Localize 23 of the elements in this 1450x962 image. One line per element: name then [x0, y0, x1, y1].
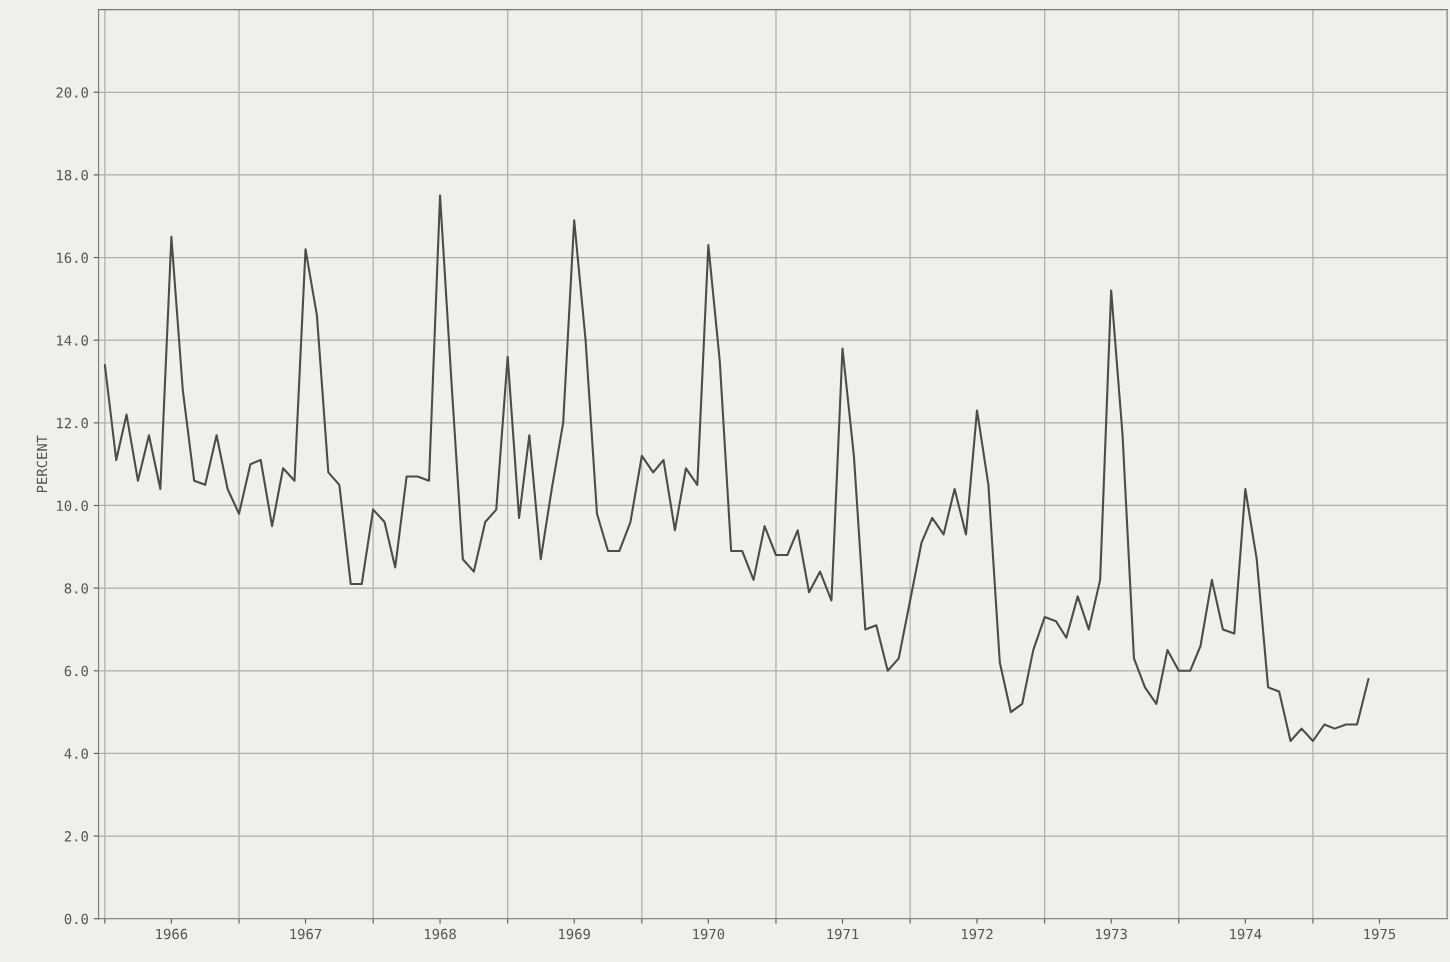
- y-tick-label: 18.0: [57, 169, 88, 181]
- y-tick-label: 4.0: [64, 748, 88, 759]
- y-tick-label: 20.0: [56, 87, 88, 98]
- x-tick-label: 1975: [1364, 928, 1396, 940]
- y-tick-label: 6.0: [64, 665, 88, 677]
- y-tick-label: 14.0: [57, 335, 88, 346]
- x-tick-label: 1968: [424, 928, 456, 940]
- x-tick-label: 1974: [1230, 928, 1262, 940]
- y-axis-title: PERCENT: [36, 435, 48, 493]
- y-tick-label: 8.0: [64, 583, 88, 594]
- x-tick-label: 1966: [156, 928, 188, 940]
- x-tick-label: 1973: [1096, 928, 1127, 940]
- y-tick-label: 2.0: [64, 831, 88, 842]
- y-tick-label: 0.0: [64, 913, 88, 925]
- y-tick-label: 16.0: [57, 252, 88, 264]
- x-tick-label: 1970: [693, 928, 725, 940]
- y-tick-label: 10.0: [57, 500, 88, 511]
- x-tick-label: 1969: [559, 928, 590, 940]
- x-tick-label: 1972: [961, 928, 993, 940]
- x-tick-label: 1967: [290, 928, 322, 940]
- line-series: [103, 194, 1370, 743]
- x-tick-label: 1971: [827, 928, 859, 940]
- y-tick-label: 12.0: [57, 417, 88, 429]
